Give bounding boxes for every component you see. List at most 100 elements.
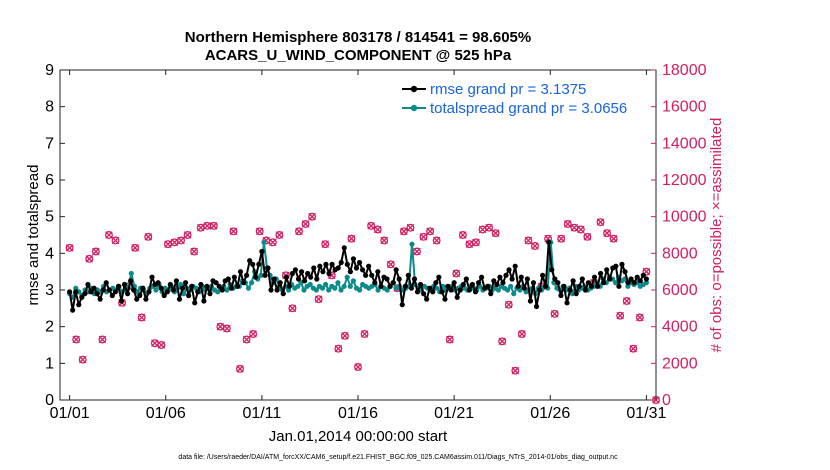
obs-possible-marker <box>236 364 244 373</box>
rmse-point <box>326 270 332 277</box>
x-tick-label: 01/06 <box>146 405 186 422</box>
rmse-point <box>247 258 253 264</box>
rmse-point <box>207 291 213 297</box>
rmse-point <box>182 280 189 286</box>
obs-possible-marker <box>222 324 231 333</box>
rmse-point <box>234 283 241 289</box>
rmse-point <box>604 267 610 273</box>
obs-possible-marker <box>98 335 107 344</box>
rmse-point <box>161 292 167 299</box>
spread-point <box>612 280 619 286</box>
y-left-tick-label: 1 <box>45 355 54 372</box>
obs-possible-marker <box>111 236 120 245</box>
y-right-tick-label: 0 <box>662 392 671 409</box>
spread-point <box>258 272 264 278</box>
rmse-point <box>124 291 131 297</box>
rmse-point <box>335 265 341 271</box>
rmse-point <box>350 256 357 262</box>
y-left-tick-label: 0 <box>45 392 54 409</box>
obs-assimilated-marker <box>563 220 572 228</box>
rmse-point <box>570 278 576 284</box>
rmse-point <box>439 289 445 295</box>
rmse-point <box>237 269 244 275</box>
rmse-point <box>494 281 500 288</box>
obs-possible-marker <box>557 234 566 243</box>
rmse-point <box>305 270 311 277</box>
obs-possible-marker <box>603 229 612 238</box>
obs-assimilated-marker <box>98 335 107 344</box>
obs-possible-marker <box>183 231 192 239</box>
obs-possible-marker <box>177 236 185 245</box>
y-left-tick-label: 9 <box>45 62 54 79</box>
rmse-point <box>253 274 259 280</box>
obs-assimilated-marker <box>314 295 323 303</box>
obs-assimilated-marker <box>531 242 539 250</box>
spread-point <box>307 281 313 288</box>
rmse-point <box>308 274 314 280</box>
rmse-point <box>94 291 100 297</box>
rmse-point <box>463 276 469 282</box>
rmse-point <box>366 263 372 269</box>
obs-assimilated-marker <box>459 231 467 239</box>
obs-possible-marker <box>458 231 467 239</box>
obs-assimilated-marker <box>347 234 356 243</box>
obs-assimilated-marker <box>196 223 205 232</box>
rmse-point <box>466 287 472 293</box>
obs-assimilated-marker <box>498 337 506 346</box>
y-axis-label-right: # of obs: o=possible; ×=assimilated <box>708 118 725 353</box>
rmse-point <box>518 274 524 280</box>
obs-possible-marker <box>511 366 520 375</box>
obs-possible-marker <box>583 232 592 241</box>
rmse-point <box>167 281 173 288</box>
rmse-point <box>85 281 91 288</box>
spread-point <box>261 239 267 245</box>
rmse-point <box>82 291 88 297</box>
rmse-point <box>359 267 366 273</box>
rmse-point <box>176 296 183 302</box>
obs-possible-marker <box>550 309 559 318</box>
rmse-point <box>591 274 598 280</box>
rmse-point <box>338 259 344 266</box>
rmse-point <box>598 270 604 277</box>
obs-assimilated-marker <box>367 222 375 230</box>
obs-assimilated-marker <box>308 212 316 221</box>
obs-possible-marker <box>157 341 166 349</box>
rmse-point <box>204 283 210 289</box>
rmse-point <box>158 285 164 291</box>
rmse-point <box>424 296 430 302</box>
rmse-point <box>146 289 152 295</box>
spread-point <box>326 287 332 293</box>
rmse-point <box>607 276 613 282</box>
spread-point <box>511 291 517 297</box>
rmse-point <box>353 265 360 271</box>
obs-assimilated-marker <box>478 225 487 234</box>
rmse-point <box>393 267 399 273</box>
legend-rmse-marker <box>410 85 418 93</box>
obs-possible-marker <box>399 227 408 236</box>
rmse-point <box>521 285 527 291</box>
obs-assimilated-marker <box>387 260 395 269</box>
rmse-point <box>323 261 329 267</box>
obs-assimilated-marker <box>341 332 349 340</box>
rmse-point <box>491 278 497 284</box>
obs-assimilated-marker <box>242 335 251 344</box>
obs-assimilated-marker <box>321 240 329 248</box>
rmse-point <box>567 287 573 293</box>
obs-assimilated-marker <box>190 247 198 256</box>
rmse-point <box>375 269 381 275</box>
spread-point <box>245 285 252 291</box>
rmse-point <box>292 267 299 273</box>
spread-point <box>508 283 514 289</box>
y-right-tick-label: 16000 <box>662 99 707 116</box>
obs-possible-marker <box>308 212 317 221</box>
spread-point <box>181 291 187 297</box>
obs-assimilated-marker <box>406 223 415 232</box>
rmse-point <box>546 239 552 245</box>
obs-possible-marker <box>190 247 199 256</box>
spread-point <box>313 287 319 293</box>
rmse-point <box>213 280 219 286</box>
obs-assimilated-marker <box>400 227 408 236</box>
spread-point <box>215 289 221 295</box>
obs-possible-marker <box>373 225 382 234</box>
rmse-point <box>576 283 582 289</box>
